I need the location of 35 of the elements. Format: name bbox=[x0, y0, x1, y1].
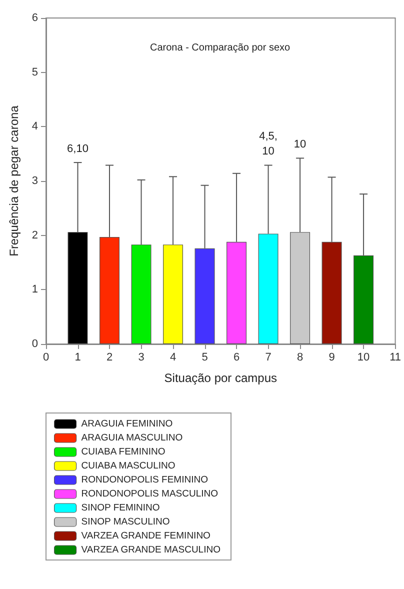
legend-label: RONDONOPOLIS FEMININO bbox=[81, 474, 208, 486]
x-tick-label: 2 bbox=[106, 352, 113, 364]
legend-label: SINOP MASCULINO bbox=[81, 516, 170, 528]
annotation: 4,5, 10 bbox=[259, 130, 278, 158]
x-tick-label: 5 bbox=[202, 352, 208, 364]
legend-label: CUIABA FEMININO bbox=[81, 446, 166, 458]
y-tick-label: 1 bbox=[32, 284, 38, 296]
legend-label: VARZEA GRANDE FEMININO bbox=[81, 530, 210, 542]
y-tick-label: 4 bbox=[32, 120, 38, 133]
x-tick-label: 3 bbox=[138, 352, 144, 364]
text: Carona - Comparação por sexo bbox=[150, 42, 291, 54]
x-axis-title: Situação por campus bbox=[164, 371, 278, 385]
legend-label: ARAGUIA FEMININO bbox=[81, 418, 173, 430]
legend-label: CUIABA MASCULINO bbox=[81, 460, 176, 472]
x-tick-label: 7 bbox=[265, 352, 272, 364]
legend-label: SINOP FEMININO bbox=[81, 502, 160, 514]
x-tick-label: 9 bbox=[328, 352, 335, 364]
legend-label: ARAGUIA MASCULINO bbox=[81, 432, 183, 444]
y-tick-label: 3 bbox=[32, 175, 38, 187]
x-tick-label: 4 bbox=[170, 352, 176, 364]
x-tick-label: 1 bbox=[74, 352, 81, 364]
x-tick-label: 11 bbox=[390, 352, 401, 364]
annotation: 10 bbox=[294, 138, 306, 151]
x-tick-label: 0 bbox=[42, 352, 50, 364]
annotation: 6,10 bbox=[67, 143, 88, 156]
y-axis-title: Frequência de pegar carona bbox=[7, 105, 21, 256]
y-tick-label: 5 bbox=[32, 66, 38, 78]
legend-label: VARZEA GRANDE MASCULINO bbox=[81, 544, 220, 556]
y-tick-label: 2 bbox=[32, 229, 38, 242]
y-tick-label: 0 bbox=[32, 338, 38, 350]
x-tick-label: 8 bbox=[296, 352, 304, 364]
x-tick-label: 6 bbox=[233, 352, 240, 364]
y-tick-label: 6 bbox=[32, 12, 38, 24]
legend-label: RONDONOPOLIS MASCULINO bbox=[81, 488, 218, 500]
x-tick-label: 10 bbox=[357, 352, 370, 364]
